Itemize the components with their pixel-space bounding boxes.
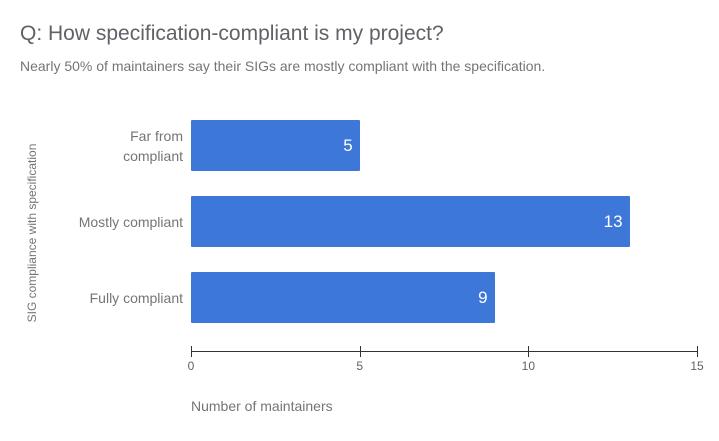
y-axis-title: SIG compliance with specification xyxy=(25,143,39,323)
bar: 5 xyxy=(191,120,360,171)
bar-value-label: 13 xyxy=(603,211,623,231)
x-axis-tick-label: 10 xyxy=(521,359,535,373)
chart-title: Q: How specification-compliant is my pro… xyxy=(20,22,444,45)
x-axis-tick-mark xyxy=(697,346,698,357)
x-axis-tick-label: 5 xyxy=(356,359,363,373)
bar: 9 xyxy=(191,272,495,323)
x-axis-line xyxy=(191,351,697,352)
x-axis-title: Number of maintainers xyxy=(191,398,333,414)
x-axis-tick-mark xyxy=(528,346,530,357)
category-label: Fully compliant xyxy=(89,289,183,306)
x-axis-tick-mark xyxy=(359,346,361,357)
bar-value-label: 9 xyxy=(478,287,488,307)
chart-subtitle: Nearly 50% of maintainers say their SIGs… xyxy=(20,58,546,74)
category-label: Far from compliant xyxy=(123,127,183,164)
x-axis-tick-label: 15 xyxy=(690,359,704,373)
bar-value-label: 5 xyxy=(343,135,353,155)
category-label: Mostly compliant xyxy=(78,213,183,230)
x-axis-tick-label: 0 xyxy=(187,359,195,373)
x-axis-tick-mark xyxy=(191,346,192,357)
bar: 13 xyxy=(191,196,630,247)
